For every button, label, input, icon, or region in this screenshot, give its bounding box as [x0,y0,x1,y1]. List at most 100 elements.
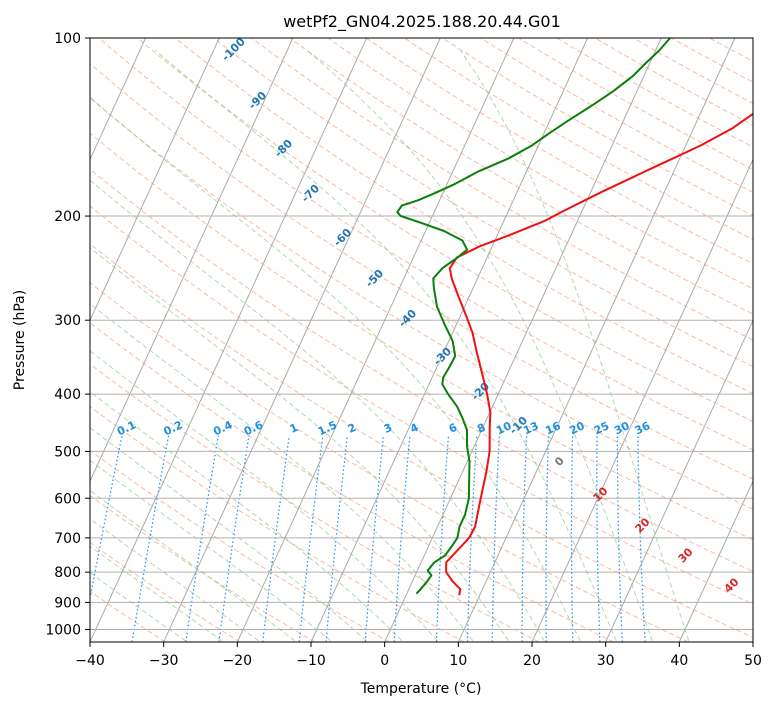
mixing-ratio-line [325,435,349,642]
isotherm [752,640,753,642]
moist-adiabat [306,50,653,641]
dry-adiabat [90,62,753,480]
mixing-ratio-labels: 0.1 0.2 0.4 0.6 1 1.5 2 3 4 6 8 10 13 16 20 25 30 36 [115,418,653,438]
temperature-line [445,112,753,596]
mixing-ratio-line [637,435,646,642]
moist-adiabat [90,572,186,642]
mixing-ratio-label: 16 [543,419,563,437]
mixing-ratio-line [131,435,170,642]
dry-adiabat [90,282,689,642]
moist-adiabat [90,247,509,642]
moist-adiabat [90,350,438,642]
mixing-ratio-line [521,435,528,642]
y-tick-label: 200 [54,209,81,225]
dry-adiabat [327,38,753,290]
dry-adiabat-label: -70 [299,182,322,205]
dry-adiabat [90,132,753,541]
dry-adiabat [90,168,753,572]
mixing-ratio-line [298,435,324,642]
dry-adiabat [480,38,753,193]
isotherm [384,38,662,642]
chart-title: wetPf2_GN04.2025.188.20.44.G01 [283,12,561,32]
background-lines [90,38,753,642]
dry-adiabat [90,449,390,642]
mixing-ratio-label: 10 [494,419,514,437]
y-axis-ticks: 100 200 300 400 500 600 700 800 900 1000 [45,31,90,638]
moist-adiabat [90,302,474,642]
isotherm [236,38,515,642]
mixing-ratio-label: 0.1 [115,418,138,438]
y-tick-label: 400 [54,387,81,403]
mixing-ratio-line [262,435,290,642]
dry-adiabat-label: -80 [272,137,295,160]
dry-adiabat [213,38,753,368]
isotherm [605,319,753,642]
mixing-ratio-label: 36 [633,419,653,437]
y-axis-label: Pressure (hPa) [12,290,28,390]
plot-frame [89,37,754,643]
x-tick-label: 50 [744,653,762,669]
profile-series [396,38,753,596]
mixing-ratio-line [616,435,623,642]
mixing-ratio-line [90,435,123,602]
dry-adiabat-label: -100 [219,35,248,64]
mixing-ratio-label: 25 [592,419,611,437]
dry-adiabat [90,205,753,605]
isotherm [90,38,368,642]
moist-adiabat [90,427,367,642]
dry-adiabat [90,363,540,642]
mixing-ratio-label: 4 [408,421,421,436]
mixing-ratio-line [218,435,250,642]
y-tick-label: 600 [54,491,81,507]
y-tick-label: 1000 [45,622,81,638]
dry-adiabat [442,38,753,217]
isotherm [310,38,589,642]
mixing-ratio-label: 1 [288,421,300,436]
dry-adiabat-label: -90 [246,89,269,112]
dry-adiabat [136,38,753,422]
isotherm [163,38,441,642]
isotherm [90,38,147,161]
grid [0,38,753,642]
dry-adiabat [251,38,753,341]
mixing-ratio-label: 0.6 [242,418,265,438]
dry-adiabat [90,243,753,639]
isotherm [0,38,72,642]
dry-adiabat-label: -60 [331,226,354,249]
dry-adiabat-label: -50 [363,267,386,290]
dry-adiabat [90,495,315,642]
x-tick-label: 10 [449,653,467,669]
dry-adiabat [90,541,241,642]
y-tick-label: 300 [54,313,81,329]
moist-adiabat [460,50,690,641]
mixing-ratio-label: 3 [382,421,394,436]
dry-adiabat-label: 30 [676,545,696,565]
mixing-ratio-label: 8 [475,421,487,436]
moist-adiabat [90,489,296,642]
dry-adiabat-label: -40 [396,307,419,330]
dry-adiabat [365,38,753,265]
x-tick-label: 30 [597,653,615,669]
x-tick-label: −40 [75,653,105,669]
y-tick-label: 900 [54,595,81,611]
isotherm [90,38,220,322]
moist-adiabat [90,391,403,642]
mixing-ratio-label: 2 [346,421,358,436]
dry-adiabat [709,38,753,62]
x-axis-label: Temperature (°C) [360,681,482,697]
mixing-ratio-line [466,435,478,642]
moist-adiabat [90,518,259,642]
x-tick-label: −20 [223,653,253,669]
isotherm [457,38,736,642]
y-tick-label: 100 [54,31,81,47]
isotherm [531,158,753,642]
y-tick-label: 500 [54,444,81,460]
dry-adiabat [90,322,614,642]
mixing-ratio-line [545,435,550,642]
x-tick-label: −30 [149,653,179,669]
moist-adiabat [90,545,223,642]
isotherm [90,38,294,483]
mixing-ratio-line [491,435,500,642]
